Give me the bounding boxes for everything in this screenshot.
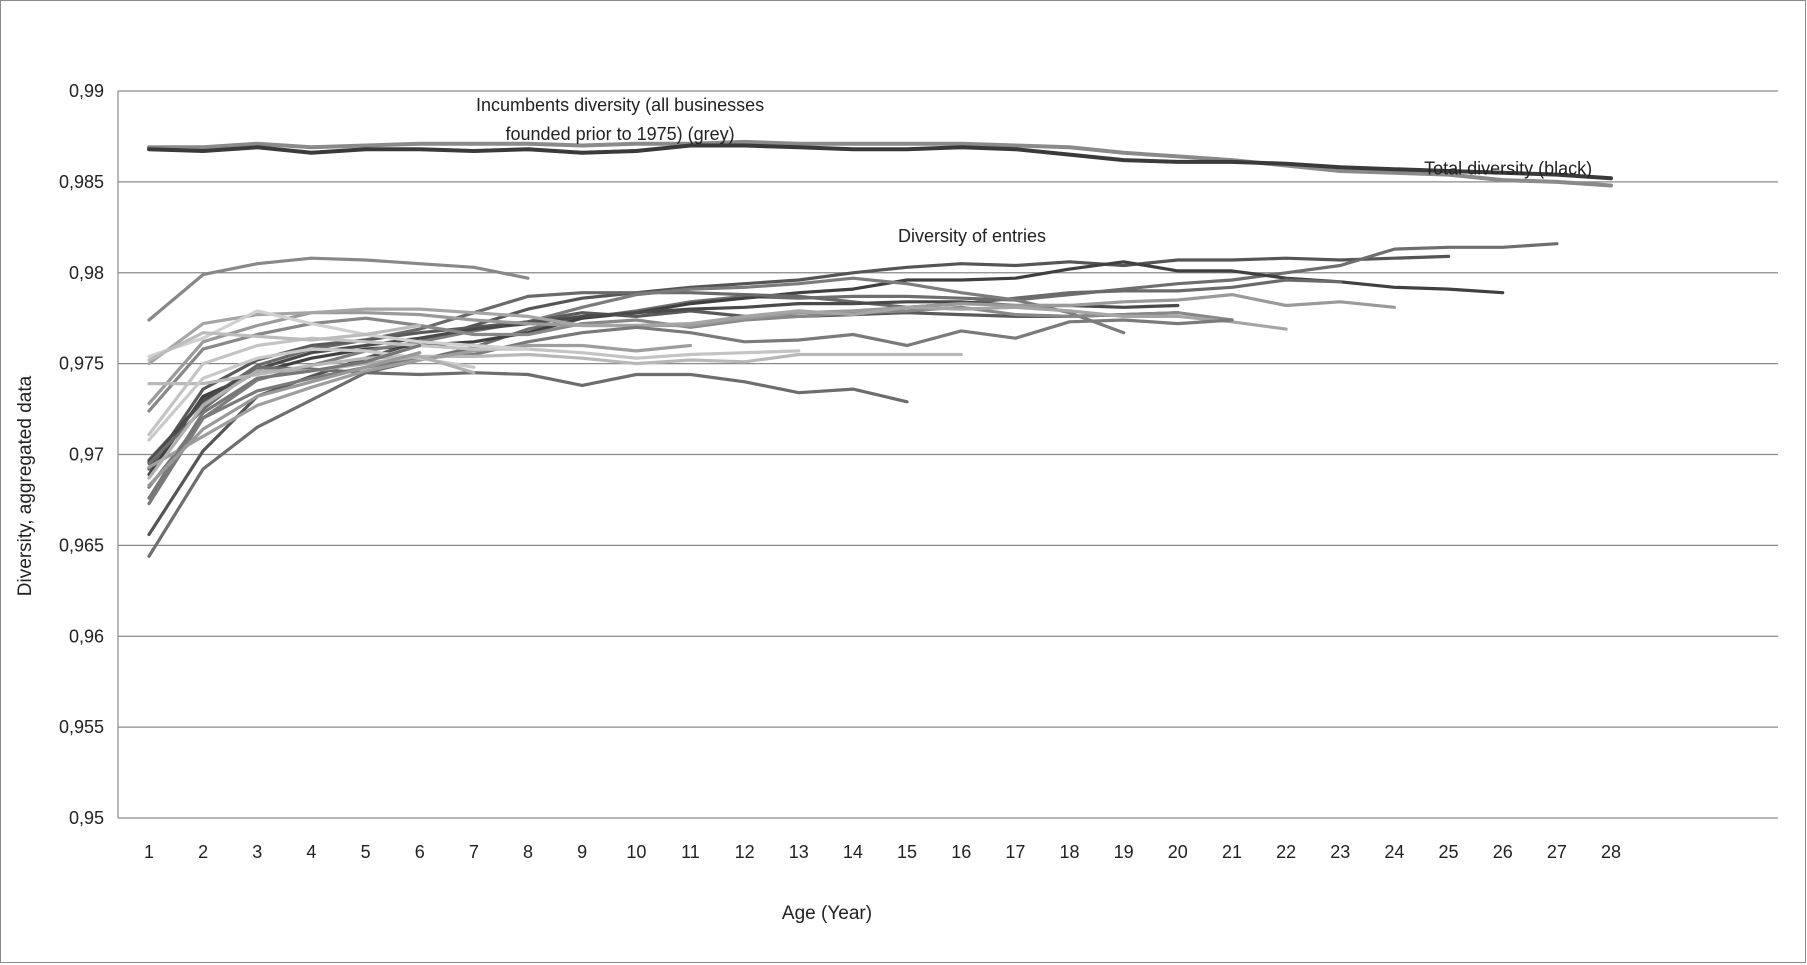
series-line: [147, 343, 693, 469]
x-tick-label: 14: [843, 842, 863, 862]
x-tick-label: 25: [1439, 842, 1459, 862]
y-axis-title: Diversity, aggregated data: [15, 375, 36, 596]
y-tick-label: 0,99: [69, 81, 104, 101]
gridlines: [118, 90, 1778, 819]
x-tick-label: 20: [1168, 842, 1188, 862]
series-line: [147, 343, 422, 500]
x-tick-label: 18: [1060, 842, 1080, 862]
x-tick-label: 6: [415, 842, 425, 862]
series-line: [147, 323, 422, 362]
series-line: [147, 365, 909, 466]
series-line: [147, 256, 530, 322]
y-tick-label: 0,98: [69, 263, 104, 283]
series-line: [147, 139, 1613, 188]
x-tick-label: 10: [626, 842, 646, 862]
x-tick-label: 27: [1547, 842, 1567, 862]
x-axis-title: Age (Year): [782, 903, 872, 924]
x-tick-label: 23: [1330, 842, 1350, 862]
tick-labels: 0,95 0,955 0,96 0,965 0,97 0,975 0,98 0,985 0,99…: [59, 81, 1621, 862]
x-tick-label: 8: [523, 842, 533, 862]
annotation-label: Total diversity (black): [1424, 159, 1592, 179]
y-tick-label: 0,95: [69, 808, 104, 828]
annotation-label: founded prior to 1975) (grey): [506, 124, 735, 144]
series-line: [147, 305, 1288, 366]
series-line: [147, 318, 1234, 506]
x-tick-label: 22: [1276, 842, 1296, 862]
x-tick-label: 2: [198, 842, 208, 862]
x-tick-label: 1: [144, 842, 154, 862]
x-tick-label: 13: [789, 842, 809, 862]
annotation-label: Diversity of entries: [898, 226, 1046, 246]
series-line: [147, 143, 1613, 181]
y-tick-label: 0,975: [59, 354, 104, 374]
x-tick-label: 26: [1493, 842, 1513, 862]
y-tick-label: 0,955: [59, 717, 104, 737]
series-lines: [147, 139, 1613, 558]
x-tick-label: 5: [361, 842, 371, 862]
annotations: Incumbents diversity (all businesses foun…: [476, 95, 1592, 246]
x-tick-label: 9: [577, 842, 587, 862]
x-tick-label: 19: [1114, 842, 1134, 862]
series-line: [147, 336, 801, 437]
x-tick-label: 4: [306, 842, 316, 862]
x-tick-label: 28: [1601, 842, 1621, 862]
y-tick-label: 0,97: [69, 445, 104, 465]
x-tick-label: 12: [735, 842, 755, 862]
series-line: [147, 260, 1505, 477]
annotation-label: Incumbents diversity (all businesses: [476, 95, 764, 115]
x-tick-label: 21: [1222, 842, 1242, 862]
y-tick-label: 0,96: [69, 626, 104, 646]
x-tick-label: 3: [252, 842, 262, 862]
x-tick-label: 7: [469, 842, 479, 862]
x-tick-label: 24: [1384, 842, 1404, 862]
x-tick-label: 17: [1005, 842, 1025, 862]
series-line: [147, 351, 422, 487]
series-line: [147, 293, 1397, 406]
x-tick-label: 15: [897, 842, 917, 862]
x-tick-label: 11: [681, 842, 700, 862]
x-tick-label: 16: [951, 842, 971, 862]
series-line: [147, 309, 1180, 471]
y-tick-label: 0,985: [59, 172, 104, 192]
series-line: [147, 305, 1234, 413]
y-tick-label: 0,965: [59, 535, 104, 555]
series-line: [147, 347, 476, 442]
